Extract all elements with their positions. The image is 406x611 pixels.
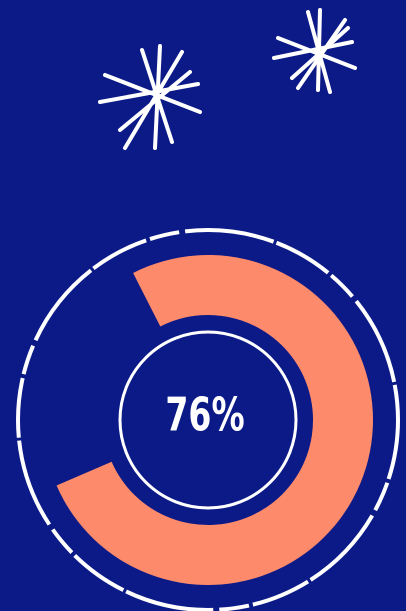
donut <box>56 255 373 586</box>
star-doodle <box>272 8 357 94</box>
star-doodle <box>98 44 202 150</box>
donut-segment <box>56 255 373 586</box>
inner-ring <box>118 330 298 510</box>
value-label: 76% <box>165 389 244 442</box>
outer-ring <box>16 228 400 611</box>
